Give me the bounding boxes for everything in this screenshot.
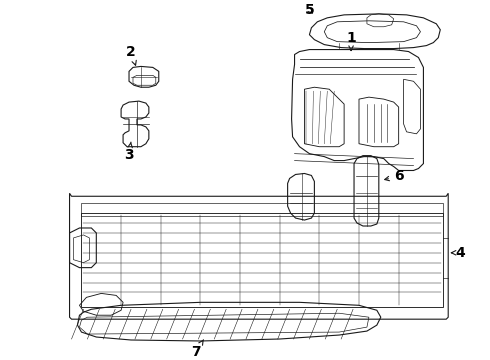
Text: 3: 3 bbox=[124, 142, 134, 162]
Text: 5: 5 bbox=[305, 3, 314, 17]
Text: 4: 4 bbox=[451, 246, 465, 260]
Text: 1: 1 bbox=[346, 31, 356, 50]
Text: 2: 2 bbox=[126, 45, 136, 65]
Text: 6: 6 bbox=[385, 170, 403, 184]
Text: 7: 7 bbox=[191, 340, 203, 359]
